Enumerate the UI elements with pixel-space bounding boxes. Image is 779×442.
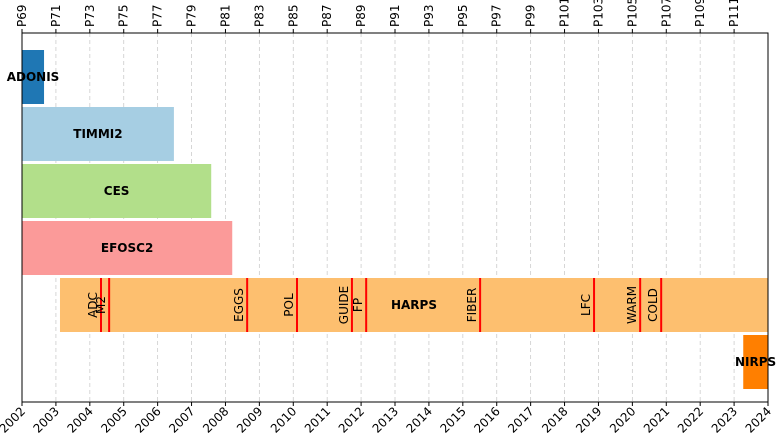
x-tick-label: 2007 — [166, 404, 197, 435]
event-label: ADC — [86, 292, 100, 318]
x2-tick-label: P91 — [388, 4, 402, 27]
event-label: GUIDE — [337, 286, 351, 324]
x-tick-label: 2012 — [336, 404, 367, 435]
event-label: M2 — [94, 296, 108, 314]
event-label: EGGS — [232, 288, 246, 322]
bar-label: TIMMI2 — [73, 127, 122, 141]
bar — [22, 50, 45, 104]
x2-tick-label: P99 — [524, 4, 538, 27]
bar-label: EFOSC2 — [101, 241, 153, 255]
x-tick-label: 2019 — [573, 404, 604, 435]
x-tick-label: 2021 — [641, 404, 672, 435]
x2-tick-label: P87 — [320, 4, 334, 27]
x-tick-label: 2013 — [370, 404, 401, 435]
x-tick-label: 2022 — [675, 404, 706, 435]
x2-tick-label: P81 — [218, 4, 232, 27]
x-tick-label: 2004 — [64, 404, 95, 435]
x2-tick-label: P95 — [456, 4, 470, 27]
x-tick-label: 2014 — [404, 404, 435, 435]
x-tick-label: 2018 — [539, 404, 570, 435]
bar — [59, 278, 769, 332]
x2-tick-label: P111 — [727, 0, 741, 27]
bar — [743, 335, 768, 389]
x2-tick-label: P85 — [286, 4, 300, 27]
x2-tick-label: P109 — [693, 0, 707, 27]
x-tick-label: 2009 — [234, 404, 265, 435]
x-tick-label: 2023 — [709, 404, 740, 435]
x2-tick-label: P89 — [354, 4, 368, 27]
event-label: FP — [351, 298, 365, 312]
event-label: POL — [282, 293, 296, 317]
x2-tick-label: P71 — [49, 4, 63, 27]
bar — [22, 164, 212, 218]
x2-tick-label: P73 — [83, 4, 97, 27]
x-tick-label: 2005 — [98, 404, 129, 435]
bar-label: ADONIS — [7, 70, 60, 84]
x2-tick-label: P79 — [185, 4, 199, 27]
bar-label: HARPS — [391, 298, 437, 312]
x2-tick-label: P107 — [659, 0, 673, 27]
bar-label: CES — [104, 184, 130, 198]
event-label: COLD — [646, 288, 660, 322]
x-tick-label: 2016 — [471, 404, 502, 435]
bar — [22, 107, 174, 161]
x-tick-label: 2006 — [132, 404, 163, 435]
bar-label: NIRPS — [735, 355, 776, 369]
x2-tick-label: P97 — [490, 4, 504, 27]
event-label: FIBER — [465, 288, 479, 323]
x-tick-label: 2015 — [437, 404, 468, 435]
x2-tick-label: P105 — [625, 0, 639, 27]
bar — [22, 221, 233, 275]
event-label: WARM — [625, 286, 639, 324]
x-tick-label: 2011 — [302, 404, 333, 435]
x2-tick-label: P93 — [422, 4, 436, 27]
x-tick-label: 2020 — [607, 404, 638, 435]
x-tick-label: 2002 — [0, 404, 28, 435]
x2-tick-label: P75 — [117, 4, 131, 27]
x2-tick-label: P77 — [151, 4, 165, 27]
x2-tick-label: P103 — [591, 0, 605, 27]
x-tick-label: 2003 — [31, 404, 62, 435]
x2-tick-label: P83 — [252, 4, 266, 27]
x-tick-label: 2010 — [268, 404, 299, 435]
x2-tick-label: P69 — [15, 4, 29, 27]
event-label: LFC — [579, 294, 593, 316]
x-tick-label: 2017 — [505, 404, 536, 435]
x-tick-label: 2024 — [743, 404, 774, 435]
x-tick-label: 2008 — [200, 404, 231, 435]
x2-tick-label: P101 — [558, 0, 572, 27]
